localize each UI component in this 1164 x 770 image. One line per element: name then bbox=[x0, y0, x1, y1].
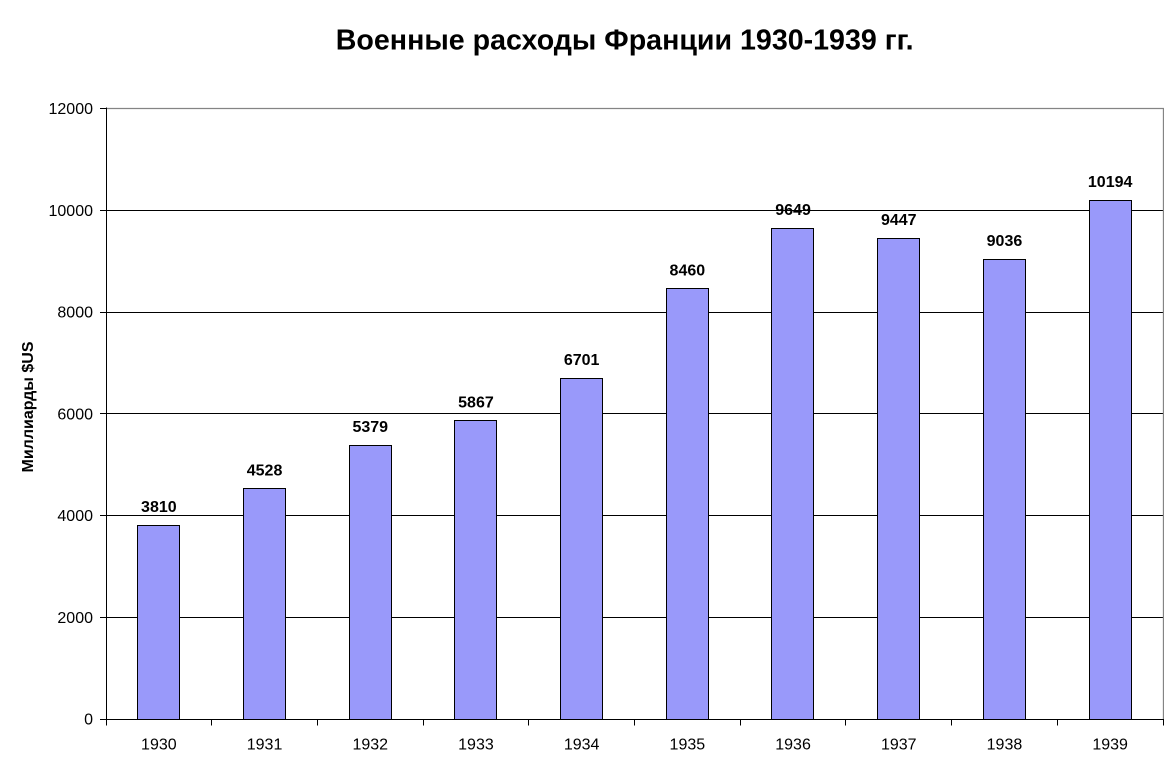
svg-text:6701: 6701 bbox=[564, 352, 600, 369]
svg-text:2000: 2000 bbox=[57, 610, 93, 627]
svg-text:Миллиарды $US: Миллиарды $US bbox=[20, 341, 37, 472]
svg-text:1934: 1934 bbox=[564, 737, 600, 754]
svg-text:5867: 5867 bbox=[458, 394, 494, 411]
svg-text:3810: 3810 bbox=[141, 499, 177, 516]
svg-text:Военные расходы Франции 1930-1: Военные расходы Франции 1930-1939 гг. bbox=[336, 25, 914, 57]
svg-text:9036: 9036 bbox=[987, 233, 1023, 250]
svg-text:4528: 4528 bbox=[247, 462, 283, 479]
svg-text:1935: 1935 bbox=[670, 737, 706, 754]
svg-text:1933: 1933 bbox=[458, 737, 494, 754]
svg-text:0: 0 bbox=[84, 712, 93, 729]
svg-text:5379: 5379 bbox=[352, 419, 388, 436]
svg-text:12000: 12000 bbox=[49, 101, 94, 118]
svg-text:6000: 6000 bbox=[57, 406, 93, 423]
svg-text:1936: 1936 bbox=[775, 737, 811, 754]
svg-text:1930: 1930 bbox=[141, 737, 177, 754]
svg-text:8000: 8000 bbox=[57, 305, 93, 322]
svg-text:1931: 1931 bbox=[247, 737, 283, 754]
svg-text:4000: 4000 bbox=[57, 508, 93, 525]
svg-text:9649: 9649 bbox=[775, 202, 811, 219]
svg-text:1937: 1937 bbox=[881, 737, 917, 754]
svg-text:9447: 9447 bbox=[881, 212, 917, 229]
svg-text:1932: 1932 bbox=[352, 737, 388, 754]
svg-text:1939: 1939 bbox=[1092, 737, 1128, 754]
svg-text:1938: 1938 bbox=[987, 737, 1023, 754]
svg-text:8460: 8460 bbox=[670, 262, 706, 279]
svg-text:10000: 10000 bbox=[49, 203, 94, 220]
svg-text:10194: 10194 bbox=[1088, 174, 1133, 191]
